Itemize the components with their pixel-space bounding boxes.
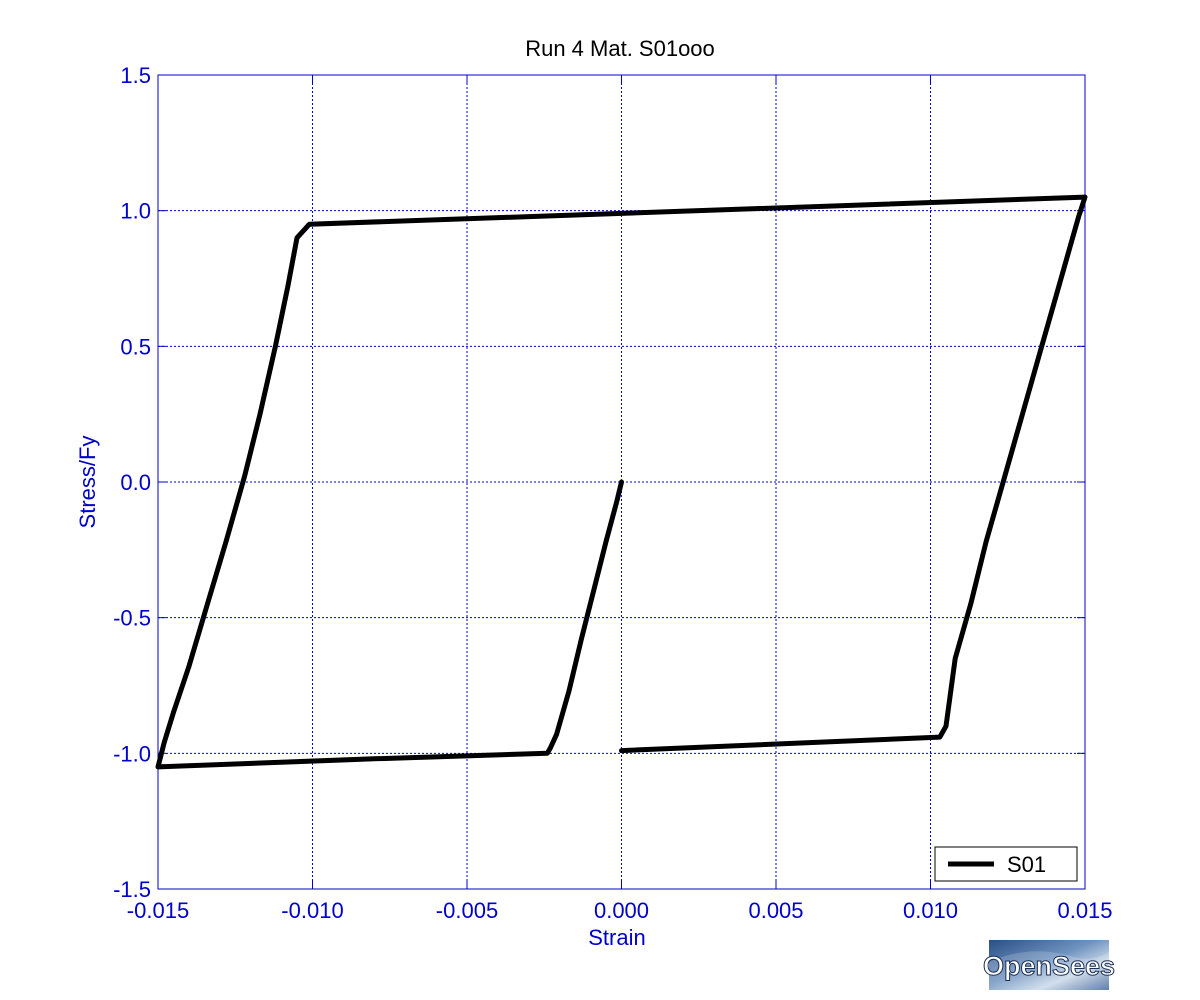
x-axis-label: Strain — [588, 925, 645, 950]
y-tick-label: 0.0 — [120, 470, 151, 495]
y-tick-label: 1.5 — [120, 63, 151, 88]
axis-ticks: -0.015 -0.010 -0.005 0.000 0.005 0.010 0.015 1.… — [113, 63, 1112, 923]
legend-entry-label: S01 — [1007, 852, 1046, 877]
y-tick-label: -1.0 — [113, 741, 151, 766]
series-line-s01 — [155, 194, 1088, 770]
chart-title: Run 4 Mat. S01ooo — [525, 36, 715, 61]
y-axis-label: Stress/Fy — [75, 436, 100, 529]
y-tick-label: -0.5 — [113, 606, 151, 631]
y-tick-label: 1.0 — [120, 199, 151, 224]
x-tick-label: -0.015 — [127, 898, 189, 923]
x-tick-label: -0.010 — [281, 898, 343, 923]
y-tick-label: 0.5 — [120, 334, 151, 359]
x-tick-label: -0.005 — [436, 898, 498, 923]
logo-background — [989, 940, 1109, 990]
logo-text: OpenSees — [983, 951, 1115, 981]
x-tick-label: 0.015 — [1057, 898, 1112, 923]
x-tick-label: 0.000 — [594, 898, 649, 923]
y-tick-label: -1.5 — [113, 877, 151, 902]
opensees-logo: OpenSees — [982, 940, 1116, 990]
grid-lines — [158, 75, 1085, 889]
x-tick-label: 0.005 — [748, 898, 803, 923]
series-layer — [155, 194, 1088, 770]
logo-swirl — [989, 951, 1109, 990]
legend: S01 — [934, 846, 1078, 882]
x-tick-label: 0.010 — [903, 898, 958, 923]
